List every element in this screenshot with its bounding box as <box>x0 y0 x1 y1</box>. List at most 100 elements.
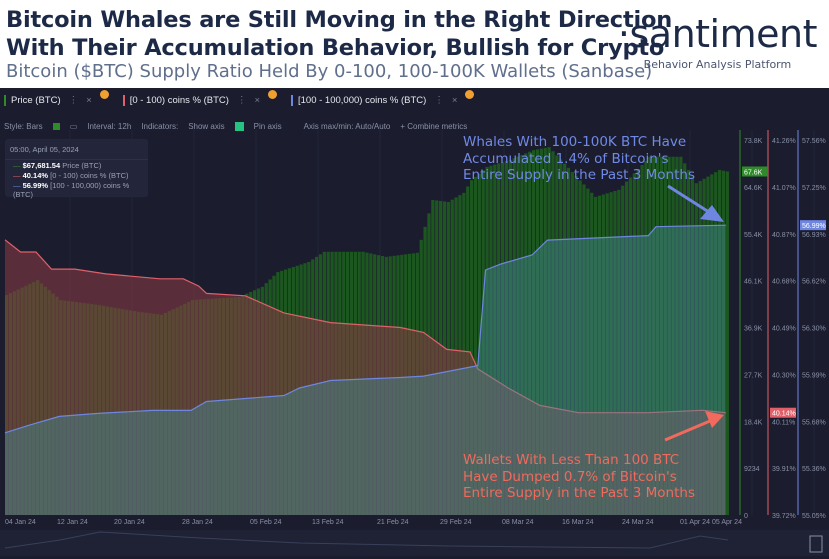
small-tick-label: 40.11% <box>772 419 795 426</box>
price-bar <box>663 156 667 515</box>
price-bar <box>574 176 578 515</box>
style-dropdown[interactable]: Style: Bars <box>4 122 43 131</box>
whale-tick-label: 56.93% <box>802 232 826 239</box>
interval-dropdown[interactable]: Interval: 12h <box>87 122 132 131</box>
calendar-icon: ▭ <box>69 122 78 131</box>
price-bar <box>687 169 691 515</box>
bitcoin-icon <box>99 90 109 99</box>
price-bar <box>520 154 524 515</box>
combine-metrics-button[interactable]: + Combine metrics <box>400 122 468 131</box>
price-bar <box>597 195 602 516</box>
price-bar <box>702 178 706 515</box>
price-bar <box>690 176 695 515</box>
price-bar <box>508 159 512 515</box>
logo-text: ·santiment <box>617 12 818 56</box>
price-bar <box>706 176 710 515</box>
price-bar <box>601 194 605 515</box>
price-bar <box>547 147 551 515</box>
more-icon[interactable]: ⋮ <box>68 95 79 106</box>
title-line-2: With Their Accumulation Behavior, Bullis… <box>6 35 665 61</box>
small-current-badge <box>770 407 796 418</box>
x-tick-label: 04 Jan 24 <box>5 519 36 526</box>
x-tick-label: 24 Mar 24 <box>622 519 654 526</box>
title-line-1: Bitcoin Whales are Still Moving in the R… <box>6 7 673 33</box>
x-tick-label: 05 Feb 24 <box>250 519 282 526</box>
logo-tagline: Behavior Analysis Platform <box>643 58 792 71</box>
x-tick-label: 28 Jan 24 <box>182 519 213 526</box>
close-icon[interactable]: × <box>254 95 260 106</box>
price-bar <box>621 185 625 515</box>
whale-tick-label: 57.56% <box>802 138 826 145</box>
price-bar <box>528 151 532 516</box>
show-axis-label: Show axis <box>188 122 225 131</box>
whale-current-value: 56.99% <box>802 223 826 230</box>
price-tick-label: 46.1K <box>744 279 763 286</box>
small-arrow <box>664 411 724 442</box>
legend-value: 40.14% <box>22 171 49 180</box>
tab-price[interactable]: Price (BTC) ⋮ × <box>4 90 109 106</box>
bitcoin-icon <box>465 90 475 99</box>
x-tick-label: 20 Jan 24 <box>114 519 145 526</box>
whale-arrow <box>667 184 724 222</box>
price-bar <box>659 156 664 515</box>
whale-current-badge <box>800 220 826 231</box>
x-tick-label: 08 Mar 24 <box>502 519 534 526</box>
price-bar <box>656 156 660 515</box>
price-bar <box>632 173 636 515</box>
price-bar <box>648 156 652 515</box>
price-tick-label: 64.6K <box>744 185 763 192</box>
price-bar <box>539 148 543 515</box>
price-bar <box>640 165 644 516</box>
tooltip-date: 05:00, April 05, 2024 <box>5 139 148 160</box>
small-tick-label: 39.72% <box>772 513 796 520</box>
price-tick-label: 9234 <box>744 466 760 473</box>
price-bar <box>516 156 520 515</box>
close-icon[interactable]: × <box>86 95 92 106</box>
price-bar <box>613 190 617 515</box>
small-current-value: 40.14% <box>772 411 796 418</box>
price-bar <box>675 156 679 515</box>
show-axis-checkbox[interactable] <box>234 122 244 131</box>
pin-axis-button[interactable]: Pin axis <box>253 122 282 131</box>
navigator-line <box>4 531 729 549</box>
price-bar <box>543 147 547 515</box>
legend-label: [0 - 100) coins % (BTC) <box>50 171 129 180</box>
price-bar <box>636 169 640 515</box>
price-bar <box>473 176 478 516</box>
tab-small-wallets[interactable]: [0 - 100) coins % (BTC) ⋮ × <box>122 90 277 106</box>
axis-maxmin-dropdown[interactable]: Axis max/min: Auto/Auto <box>303 122 391 131</box>
tab-label: Price (BTC) <box>11 95 61 106</box>
price-tick-label: 0 <box>744 513 748 520</box>
more-icon[interactable]: ⋮ <box>236 95 247 106</box>
price-bar <box>481 170 485 515</box>
price-bar <box>671 156 675 515</box>
close-icon[interactable]: × <box>451 95 458 106</box>
price-bar <box>679 156 683 515</box>
tab-whale-wallets[interactable]: [100 - 100,000) coins % (BTC) ⋮ × <box>291 90 475 106</box>
legend-row: — 40.14% [0 - 100) coins % (BTC) <box>13 171 129 180</box>
tab-label: [100 - 100,000) coins % (BTC) <box>298 95 427 106</box>
price-bar <box>485 166 489 515</box>
color-picker[interactable] <box>52 123 60 130</box>
whale-tick-label: 55.99% <box>802 372 826 379</box>
price-bar <box>586 188 590 515</box>
price-bar <box>667 156 671 515</box>
price-bar <box>524 153 528 516</box>
whale-line <box>4 224 726 434</box>
x-tick-label: 13 Feb 24 <box>312 519 344 526</box>
santiment-logo: ·santiment Behavior Analysis Platform <box>617 12 818 71</box>
price-bar <box>644 160 648 515</box>
legend-row: — $67,681.54 Price (BTC) <box>13 161 102 170</box>
x-tick-label: 01 Apr 24 <box>680 519 710 526</box>
price-bar <box>594 196 598 515</box>
legend-row: — 56.99% [100 - 100,000) coins % (BTC) <box>13 181 130 199</box>
toolbar: Style: Bars ▭ Interval: 12h Indicators: … <box>4 122 467 131</box>
small-tick-label: 40.49% <box>772 326 796 333</box>
price-bar <box>582 184 586 516</box>
small-line <box>4 239 726 414</box>
indicators-dropdown[interactable]: Indicators: <box>141 122 179 131</box>
price-bar <box>721 170 726 515</box>
more-icon[interactable]: ⋮ <box>434 95 444 106</box>
price-current-badge <box>742 166 768 177</box>
